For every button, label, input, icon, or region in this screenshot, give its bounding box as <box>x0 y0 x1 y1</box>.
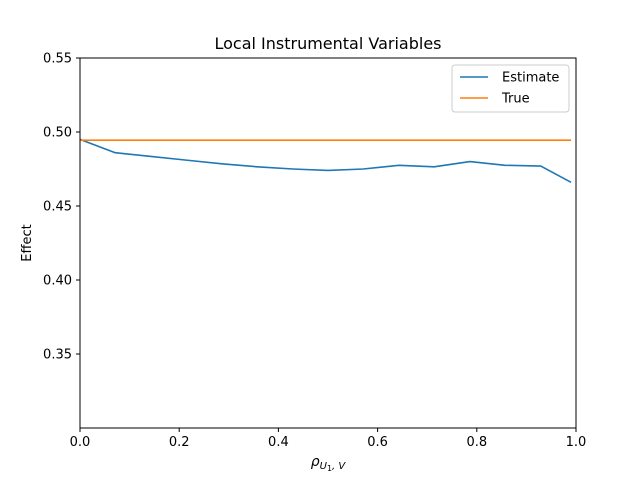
y-tick-label: 0.55 <box>43 52 72 67</box>
legend-label-estimate: Estimate <box>502 71 559 86</box>
y-axis-ticks: 0.35 0.40 0.45 0.50 0.55 <box>43 52 80 363</box>
x-axis-ticks: 0.0 0.2 0.4 0.6 0.8 1.0 <box>70 428 587 450</box>
x-label-sub: U <box>320 461 328 472</box>
x-axis-label-text: ρU1, V <box>311 454 347 473</box>
x-tick-label: 0.0 <box>70 435 91 450</box>
y-tick-label: 0.50 <box>43 126 72 141</box>
x-axis-label: ρU1, V <box>311 454 347 473</box>
y-tick-label: 0.45 <box>43 200 72 215</box>
axes-frame <box>79 57 577 429</box>
x-tick-label: 1.0 <box>566 435 587 450</box>
y-axis-label: Effect <box>20 224 35 261</box>
x-tick-label: 0.8 <box>466 435 487 450</box>
x-label-sub-tail: , V <box>332 461 346 472</box>
x-tick-label: 0.2 <box>169 435 190 450</box>
x-label-base: ρ <box>311 454 320 470</box>
y-tick-label: 0.40 <box>43 274 72 289</box>
x-label-subsub: 1 <box>327 464 332 473</box>
series-line-estimate <box>80 138 572 184</box>
chart-title: Local Instrumental Variables <box>214 34 441 53</box>
legend-label-true: True <box>501 92 530 107</box>
series-layer <box>80 138 572 184</box>
x-tick-label: 0.4 <box>268 435 289 450</box>
x-tick-label: 0.6 <box>367 435 388 450</box>
y-tick-label: 0.35 <box>43 348 72 363</box>
legend: Estimate True <box>451 64 570 113</box>
